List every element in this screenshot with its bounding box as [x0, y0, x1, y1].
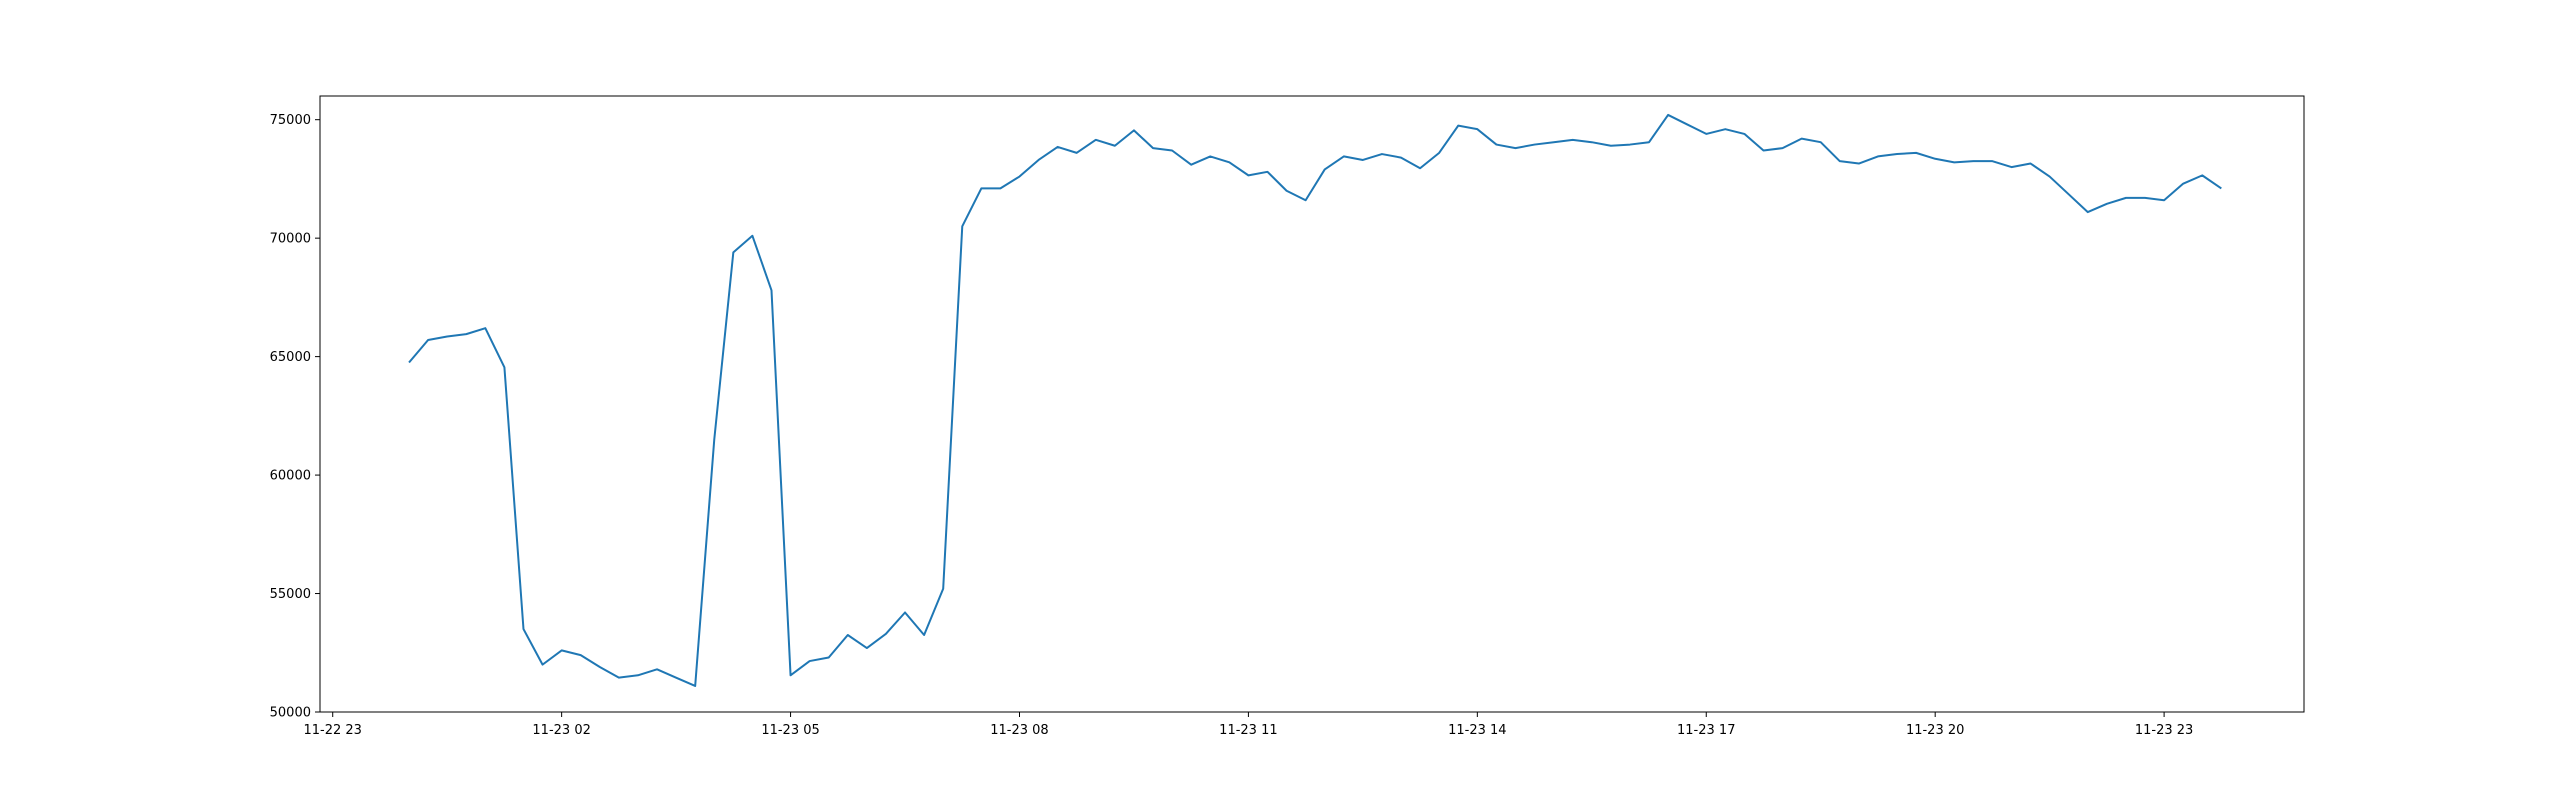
x-axis: 11-22 23 11-23 02 11-23 05 11-23 08 11-23 11… [303, 712, 2193, 738]
x-tick-label: 11-23 20 [1906, 723, 1964, 738]
x-tick-label: 11-23 05 [761, 723, 819, 738]
y-tick-label: 65000 [270, 350, 311, 365]
y-tick-label: 50000 [270, 706, 311, 721]
x-tick-label: 11-23 14 [1448, 723, 1506, 738]
y-tick-label: 60000 [270, 469, 311, 484]
x-tick-label: 11-23 17 [1677, 723, 1735, 738]
y-tick-label: 75000 [270, 113, 311, 128]
x-tick-label: 11-23 11 [1219, 723, 1277, 738]
plot-area [408, 113, 2222, 687]
series-line-0 [408, 113, 2222, 687]
x-tick-label: 11-23 02 [532, 723, 590, 738]
x-tick-label: 11-23 08 [990, 723, 1048, 738]
y-tick-label: 70000 [270, 232, 311, 247]
y-axis: 50000 55000 60000 65000 70000 75000 [270, 113, 320, 721]
y-tick-label: 55000 [270, 587, 311, 602]
x-tick-label: 11-23 23 [2135, 723, 2193, 738]
x-tick-label: 11-22 23 [303, 723, 361, 738]
axes-frame [319, 95, 2305, 713]
